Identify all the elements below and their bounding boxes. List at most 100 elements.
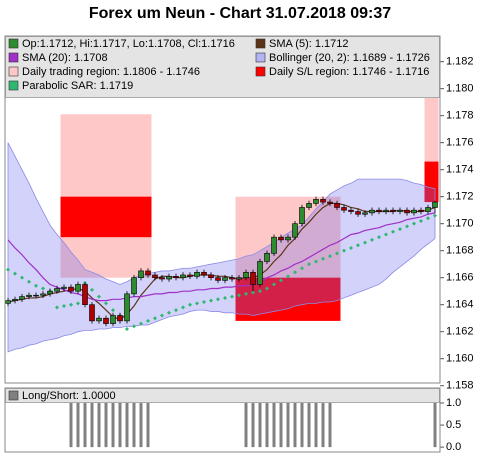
bar — [307, 403, 311, 448]
candle-body — [383, 209, 389, 212]
sar-dot — [293, 270, 297, 275]
sar-dot — [20, 275, 24, 280]
y-tick-label: 1.164 — [446, 299, 474, 311]
candle-body — [173, 276, 179, 278]
legend-label: Long/Short: 1.0000 — [22, 390, 116, 402]
sar-dot — [433, 213, 437, 218]
sar-dot — [419, 218, 423, 223]
sar-dot — [216, 297, 220, 302]
candle-body — [327, 201, 333, 204]
legend-swatch — [8, 52, 19, 63]
candle-body — [264, 253, 270, 262]
bar — [328, 403, 332, 448]
y-tick-label: 1.174 — [446, 164, 474, 176]
bar — [132, 403, 136, 448]
legend-swatch — [255, 66, 266, 77]
sar-dot — [377, 235, 381, 240]
candle-body — [397, 209, 403, 212]
sar-dot — [237, 293, 241, 298]
candle-body — [47, 290, 53, 295]
sar-dot — [391, 229, 395, 234]
legend-swatch — [8, 66, 19, 77]
bar — [125, 403, 129, 448]
bar — [314, 403, 318, 448]
candle-body — [313, 199, 319, 204]
legend-swatch — [8, 390, 19, 401]
sar-dot — [335, 251, 339, 256]
candle-body — [404, 209, 410, 214]
candle-body — [75, 284, 81, 292]
line — [7, 212, 436, 302]
candle-body — [201, 271, 207, 276]
candle-body — [159, 277, 165, 280]
sar-dot — [209, 298, 213, 303]
candle-body — [89, 304, 95, 322]
sar-dot — [405, 224, 409, 229]
sar-dot — [153, 316, 157, 321]
bar — [111, 403, 115, 448]
candle-body — [96, 317, 102, 322]
sar-dot — [111, 308, 115, 313]
candle-body — [152, 274, 158, 278]
bar — [293, 403, 297, 448]
sar-dot — [321, 256, 325, 261]
sar-dot — [300, 266, 304, 271]
sar-dot — [6, 267, 10, 272]
candle-body — [215, 277, 221, 281]
bar — [433, 403, 437, 448]
sar-dot — [349, 245, 353, 250]
sar-dot — [69, 302, 73, 307]
candle-body — [40, 293, 46, 296]
sar-dot — [97, 294, 101, 299]
bar — [118, 403, 122, 448]
candle-body — [19, 296, 25, 300]
y-tick-label: 1.158 — [446, 380, 474, 392]
candle-body — [208, 274, 214, 278]
bar — [69, 403, 73, 448]
sar-dot — [188, 302, 192, 307]
candle-body — [103, 317, 109, 324]
region — [60, 114, 152, 278]
candle-body — [68, 286, 74, 292]
legend-swatch — [8, 38, 19, 49]
sar-dot — [76, 301, 80, 306]
candle-body — [145, 270, 151, 276]
sar-dot — [139, 321, 143, 326]
sar-dot — [265, 286, 269, 291]
candle-body — [54, 288, 60, 292]
sar-dot — [55, 305, 59, 310]
legend-box — [5, 36, 440, 98]
plot-frame — [4, 387, 441, 453]
sar-dot — [160, 313, 164, 318]
candle-body — [12, 298, 18, 301]
candle-body — [362, 212, 368, 215]
sar-dot — [314, 259, 318, 264]
sar-dot — [132, 324, 136, 329]
candle-body — [110, 315, 116, 324]
region — [424, 80, 439, 162]
candle-body — [117, 315, 123, 322]
candle-body — [250, 271, 256, 285]
candle-body — [411, 209, 417, 214]
candle-body — [187, 274, 193, 277]
legend-label: Daily S/L region: 1.1746 - 1.1716 — [269, 66, 429, 78]
bar — [83, 403, 87, 448]
bar — [265, 403, 269, 448]
sar-dot — [384, 232, 388, 237]
sar-dot — [13, 271, 17, 276]
sar-dot — [62, 304, 66, 309]
sar-dot — [307, 262, 311, 267]
candle-body — [61, 286, 67, 289]
y-tick-label: 1.170 — [446, 218, 474, 230]
candle-body — [390, 209, 396, 212]
candle-body — [299, 207, 305, 224]
candle-body — [5, 300, 11, 304]
sar-dot — [363, 240, 367, 245]
legend-label: Daily trading region: 1.1806 - 1.1746 — [22, 66, 200, 78]
sar-dot — [412, 221, 416, 226]
candle-body — [138, 270, 144, 278]
candle-body — [166, 276, 172, 280]
candle-body — [306, 203, 312, 208]
